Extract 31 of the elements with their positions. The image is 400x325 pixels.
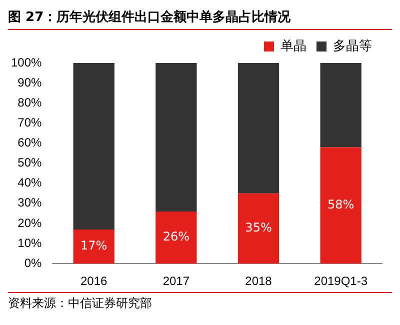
chart-title: 图 27：历年光伏组件出口金额中单多晶占比情况 [8, 8, 392, 30]
y-tick-label: 70% [18, 115, 42, 130]
bar [238, 63, 280, 194]
y-tick-label: 50% [18, 156, 42, 170]
y-tick-label: 40% [18, 176, 42, 190]
x-tick-label: 2018 [245, 274, 272, 288]
x-tick-label: 2019Q1-3 [314, 274, 368, 288]
y-tick-label: 90% [18, 75, 42, 90]
text: 资料来源：中信证券研究部 [8, 292, 392, 312]
y-tick-label: 100% [10, 55, 42, 70]
x-tick-label: 2016 [80, 274, 108, 288]
y-tick-label: 10% [18, 236, 42, 250]
y-tick-label: 60% [18, 136, 42, 150]
bar [73, 63, 114, 230]
legend-label: 多晶等 [333, 38, 372, 54]
y-tick-label: 30% [18, 196, 42, 210]
bar [320, 147, 362, 264]
bar [156, 63, 197, 212]
y-tick-label: 0% [24, 256, 42, 270]
bar [156, 211, 197, 264]
legend-label: 单晶 [280, 38, 306, 54]
bar [238, 193, 280, 264]
bar [73, 230, 114, 264]
x-tick-label: 2017 [162, 274, 190, 288]
bar [320, 63, 362, 148]
y-tick-label: 20% [18, 216, 42, 230]
data-label: 17% [80, 238, 108, 253]
data-label: 26% [162, 230, 190, 244]
data-label: 35% [245, 220, 272, 235]
y-tick-label: 80% [18, 95, 42, 110]
data-label: 58% [328, 198, 354, 212]
